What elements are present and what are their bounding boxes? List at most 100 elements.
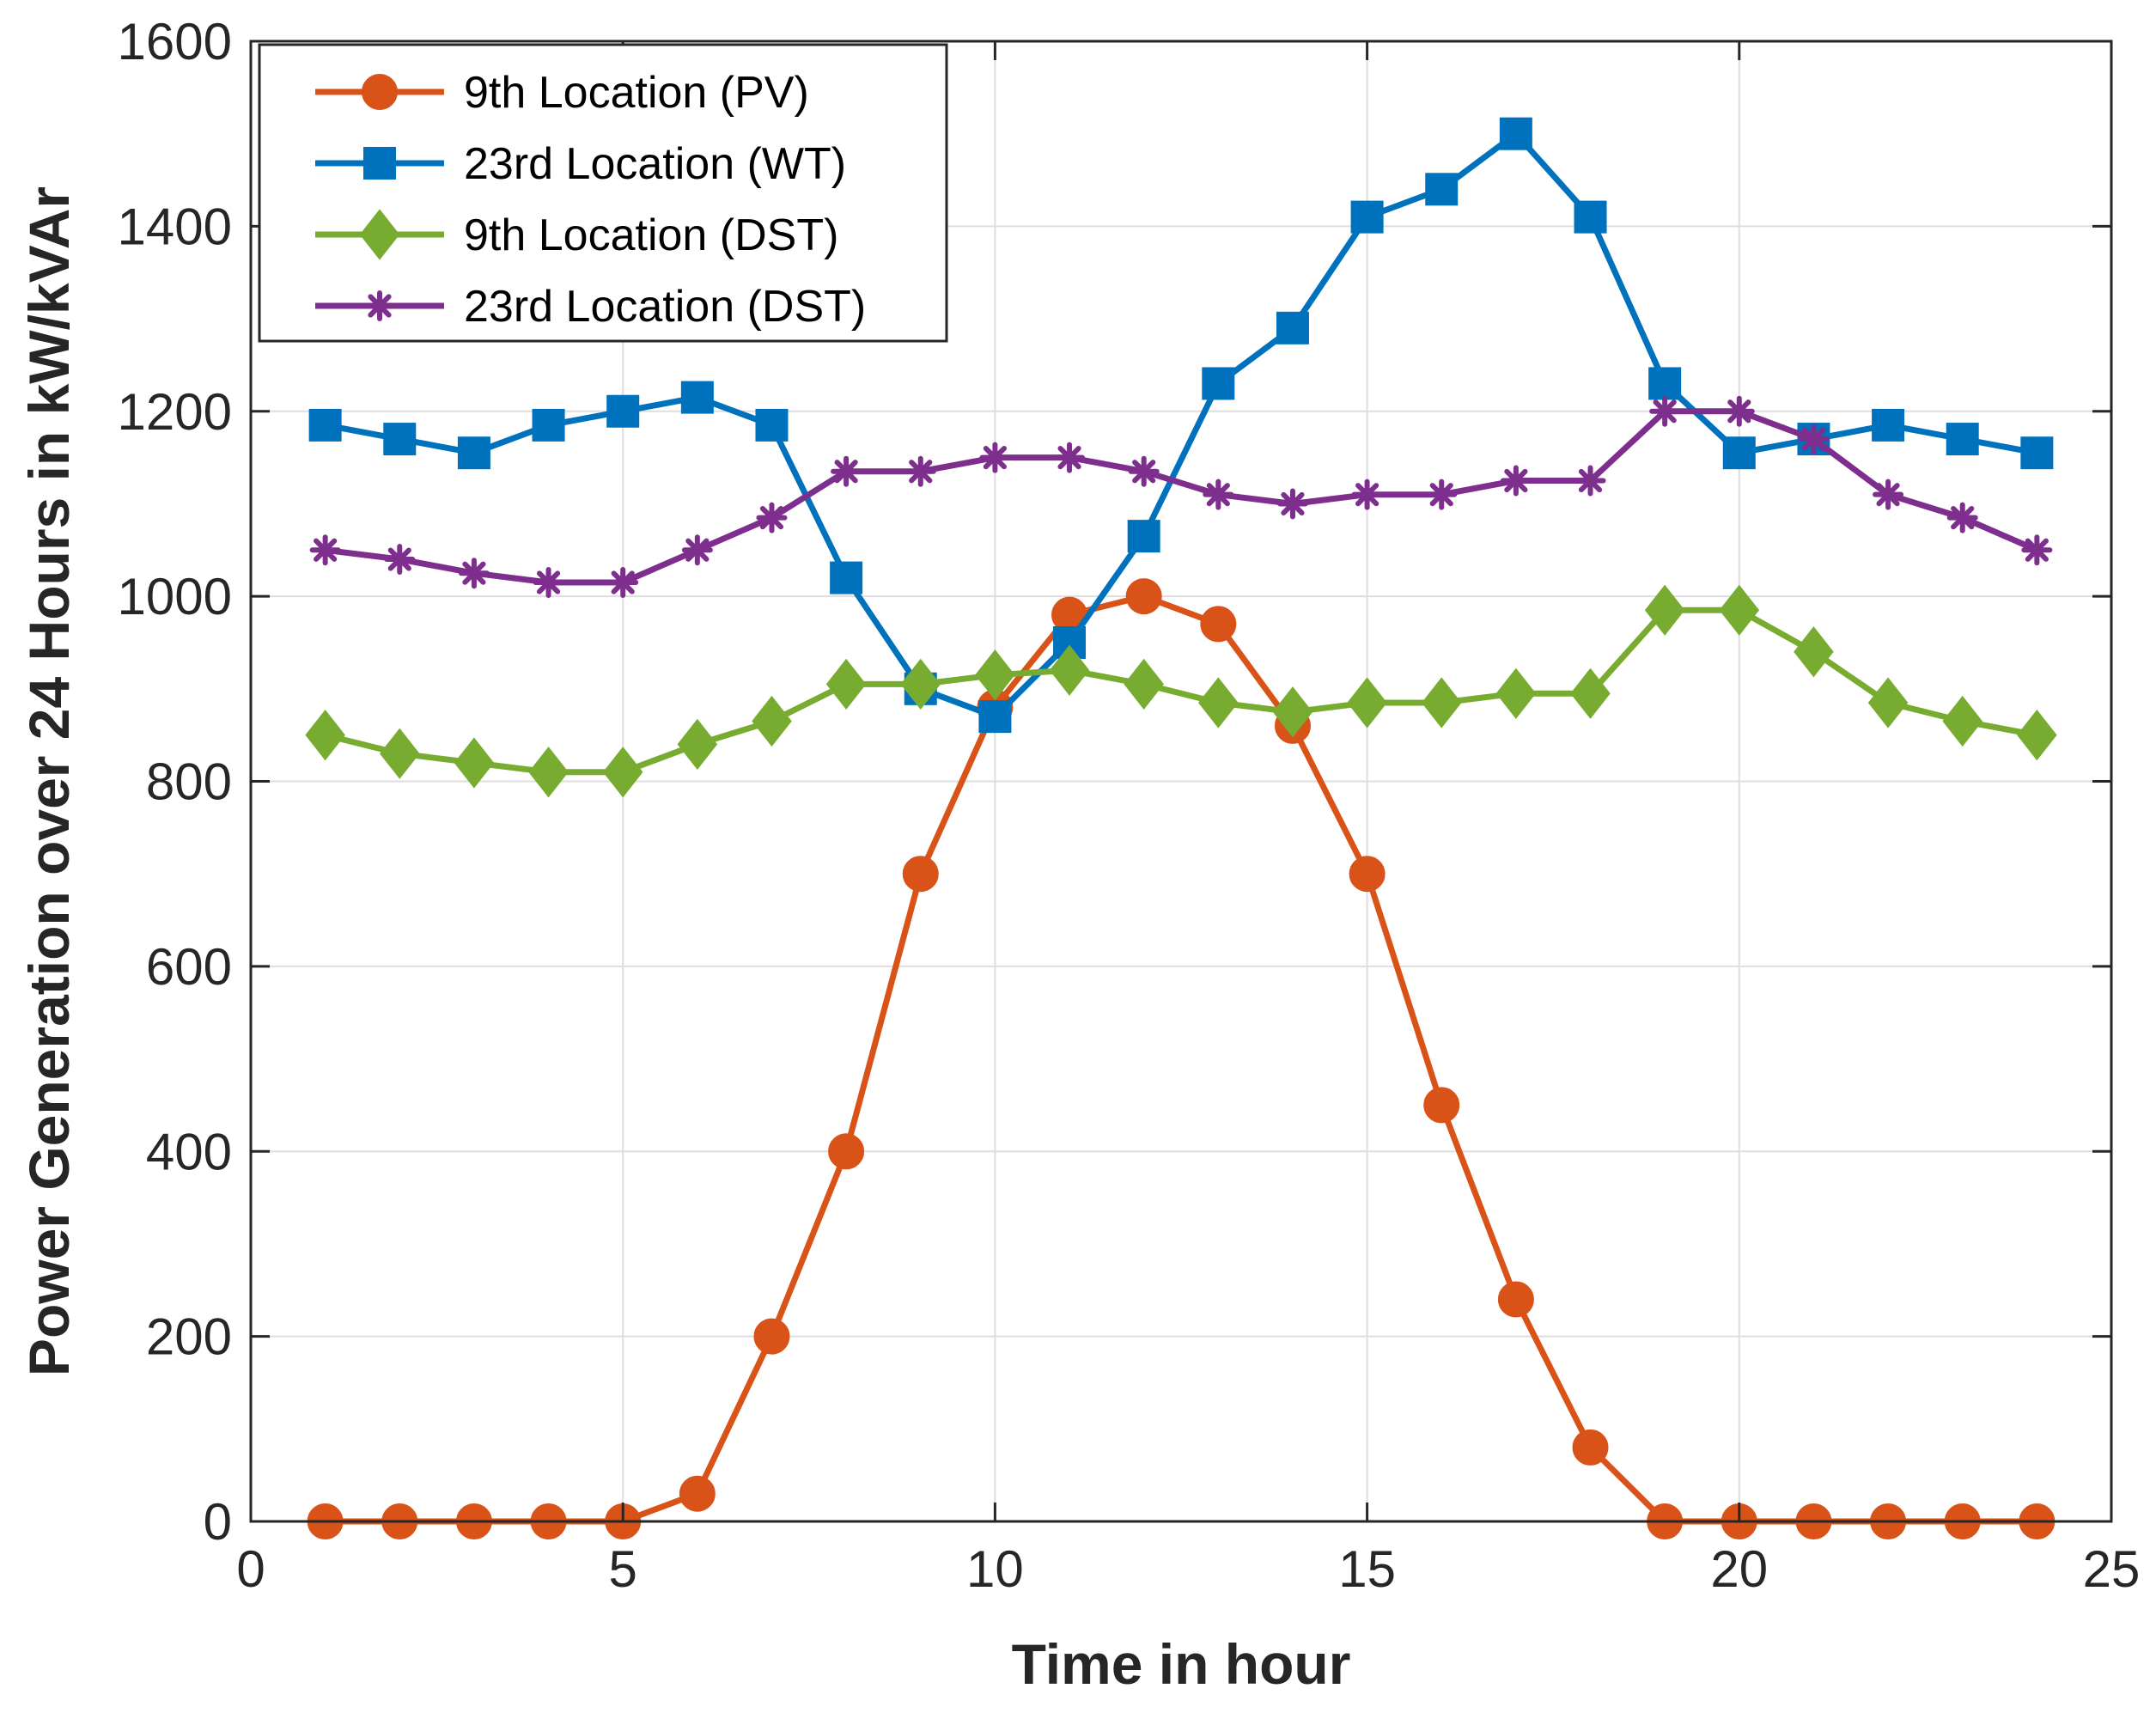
- data-point-asterisk: [458, 558, 490, 589]
- x-tick-label: 15: [1338, 1540, 1396, 1598]
- asterisk-center: [1509, 474, 1522, 487]
- asterisk-center: [989, 451, 1002, 464]
- data-point-square: [1574, 200, 1607, 234]
- data-point-diamond: [602, 747, 643, 798]
- data-point-diamond: [1421, 677, 1462, 728]
- x-tick-labels: 0 5 10 15 20 25: [236, 1540, 2140, 1598]
- x-tick-label: 0: [236, 1540, 265, 1598]
- data-point-square: [1722, 436, 1756, 470]
- data-point-square: [457, 436, 490, 470]
- asterisk-center: [1659, 405, 1672, 418]
- asterisk-center: [1063, 451, 1076, 464]
- asterisk-center: [1137, 465, 1150, 478]
- data-point-asterisk: [904, 455, 936, 487]
- x-tick-label: 5: [609, 1540, 637, 1598]
- legend-label: 23rd Location (DST): [464, 282, 866, 332]
- data-point-circle: [828, 1133, 865, 1170]
- data-point-asterisk: [831, 455, 862, 487]
- data-point-circle: [1125, 578, 1162, 615]
- data-point-square: [308, 408, 342, 442]
- data-point-square: [830, 561, 863, 594]
- y-tick-label: 200: [146, 1308, 232, 1366]
- data-point-diamond: [1644, 584, 1685, 636]
- data-point-asterisk: [979, 442, 1011, 473]
- data-point-asterisk: [681, 534, 713, 566]
- data-point-diamond: [900, 658, 941, 710]
- x-tick-label: 10: [966, 1540, 1024, 1598]
- data-point-circle: [362, 74, 398, 110]
- data-point-asterisk: [1351, 479, 1383, 510]
- asterisk-center: [914, 465, 927, 478]
- data-point-diamond: [752, 695, 792, 747]
- asterisk-center: [1361, 488, 1373, 501]
- y-tick-label: 400: [146, 1123, 232, 1180]
- data-point-square: [1499, 117, 1532, 150]
- legend-label: 9th Location (PV): [464, 68, 809, 118]
- legend: 9th Location (PV) 23rd Location (WT) 9th L…: [258, 43, 948, 343]
- data-point-diamond: [825, 658, 867, 710]
- data-point-square: [363, 147, 396, 180]
- data-point-asterisk: [1649, 395, 1681, 427]
- asterisk-center: [1733, 405, 1745, 418]
- data-point-asterisk: [1574, 465, 1606, 497]
- y-tick-label: 1000: [118, 568, 232, 625]
- data-point-square: [978, 700, 1012, 734]
- data-point-asterisk: [364, 290, 395, 321]
- series-group: [308, 117, 2054, 734]
- data-point-circle: [902, 856, 939, 893]
- data-point-diamond: [1495, 668, 1537, 719]
- series-group: [309, 395, 2053, 598]
- data-point-circle: [753, 1318, 790, 1355]
- data-point-square: [680, 381, 714, 414]
- data-point-asterisk: [1276, 488, 1308, 520]
- data-point-diamond: [1719, 584, 1760, 636]
- data-point-circle: [1349, 856, 1386, 893]
- asterisk-center: [691, 544, 703, 557]
- data-point-asterisk: [1500, 465, 1532, 497]
- asterisk-center: [542, 576, 555, 588]
- x-tick-label: 20: [1710, 1540, 1768, 1598]
- asterisk-center: [617, 576, 630, 588]
- data-point-square: [606, 394, 640, 428]
- data-point-diamond: [359, 209, 400, 260]
- legend-item: 23rd Location (DST): [315, 282, 866, 332]
- data-point-asterisk: [1873, 479, 1904, 510]
- tick-marks: [249, 40, 2113, 1523]
- data-point-diamond: [528, 747, 569, 798]
- y-tick-label: 800: [146, 753, 232, 811]
- data-point-asterisk: [1203, 479, 1234, 510]
- legend-item: 9th Location (DST): [315, 209, 838, 260]
- asterisk-center: [1807, 433, 1820, 446]
- data-point-diamond: [1570, 668, 1611, 719]
- asterisk-center: [467, 567, 480, 580]
- y-axis-title: Power Generation over 24 Hours in kW/kVA…: [17, 186, 81, 1376]
- data-point-asterisk: [1426, 479, 1458, 510]
- data-point-diamond: [1942, 695, 1982, 747]
- y-tick-label: 0: [204, 1493, 232, 1551]
- data-point-square: [1202, 367, 1235, 400]
- data-point-asterisk: [607, 566, 639, 598]
- data-point-diamond: [1272, 686, 1313, 738]
- data-point-diamond: [2017, 710, 2057, 761]
- y-tick-label: 1600: [118, 13, 232, 70]
- asterisk-center: [319, 544, 332, 557]
- data-point-square: [1648, 367, 1682, 400]
- y-tick-label: 1400: [118, 198, 232, 255]
- data-point-circle: [1200, 606, 1237, 643]
- data-point-square: [1872, 408, 1905, 442]
- asterisk-center: [2031, 544, 2043, 557]
- data-point-asterisk: [1723, 395, 1755, 427]
- asterisk-center: [1286, 497, 1299, 510]
- data-point-asterisk: [309, 534, 341, 566]
- data-point-asterisk: [756, 502, 788, 533]
- asterisk-center: [374, 300, 386, 312]
- y-tick-label: 1200: [118, 383, 232, 441]
- legend-label: 9th Location (DST): [464, 210, 838, 260]
- data-point-diamond: [677, 718, 718, 771]
- series-group: [305, 584, 2057, 798]
- data-point-square: [1127, 520, 1160, 553]
- legend-item: 23rd Location (WT): [315, 139, 846, 189]
- data-point-square: [1276, 311, 1309, 344]
- asterisk-center: [840, 465, 853, 478]
